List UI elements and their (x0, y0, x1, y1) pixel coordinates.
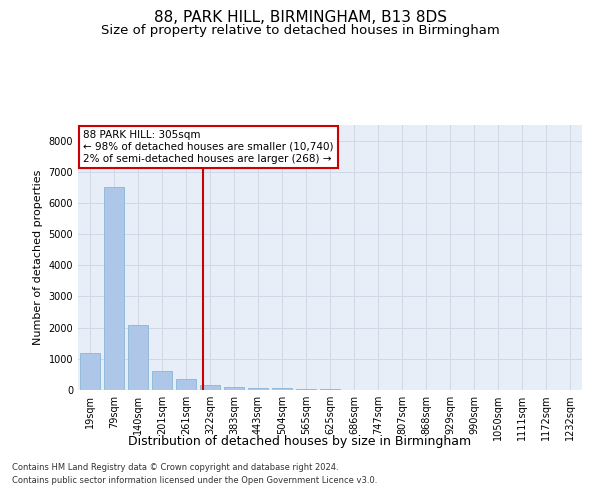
Text: Contains public sector information licensed under the Open Government Licence v3: Contains public sector information licen… (12, 476, 377, 485)
Bar (128, 324, 148, 390)
Bar (296, 389, 316, 390)
Y-axis label: Number of detached properties: Number of detached properties (33, 170, 43, 345)
Bar (176, 379, 196, 390)
Text: Size of property relative to detached houses in Birmingham: Size of property relative to detached ho… (101, 24, 499, 37)
Text: Distribution of detached houses by size in Birmingham: Distribution of detached houses by size … (128, 435, 472, 448)
Text: 88, PARK HILL, BIRMINGHAM, B13 8DS: 88, PARK HILL, BIRMINGHAM, B13 8DS (154, 10, 446, 25)
Bar (80, 352, 100, 390)
Text: Contains HM Land Registry data © Crown copyright and database right 2024.: Contains HM Land Registry data © Crown c… (12, 462, 338, 471)
Bar (224, 387, 244, 390)
Bar (104, 188, 124, 390)
Text: 88 PARK HILL: 305sqm
← 98% of detached houses are smaller (10,740)
2% of semi-de: 88 PARK HILL: 305sqm ← 98% of detached h… (83, 130, 334, 164)
Bar (200, 386, 220, 390)
Bar (272, 388, 292, 390)
Bar (152, 372, 172, 390)
Bar (248, 388, 268, 390)
